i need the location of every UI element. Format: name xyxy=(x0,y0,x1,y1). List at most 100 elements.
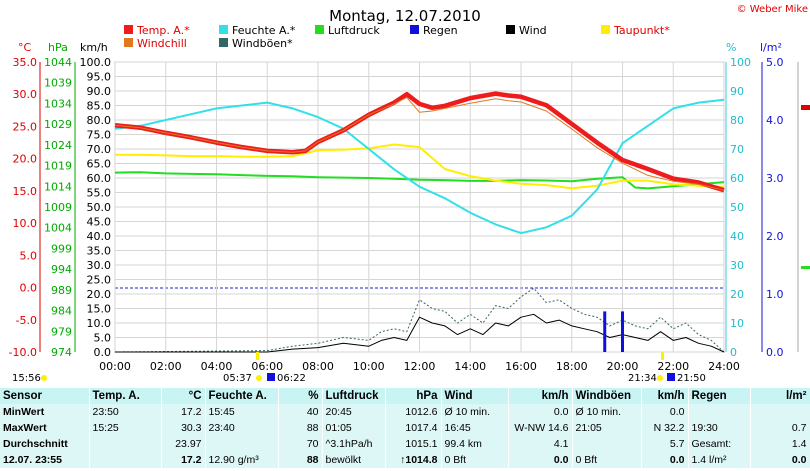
humidity-tick-label: 60 xyxy=(730,172,744,185)
temp-tick-label: 25.0 xyxy=(13,120,38,133)
stats-cell: 15:45 xyxy=(205,404,279,420)
stats-header-cell: km/h xyxy=(508,388,573,404)
legend-swatch xyxy=(124,38,133,47)
humidity-tick-label: 30 xyxy=(730,259,744,272)
humidity-tick-label: 10 xyxy=(730,317,744,330)
stats-cell: 0.0 xyxy=(508,404,573,420)
sunrise-icon xyxy=(256,375,262,381)
x-tick-label: 06:00 xyxy=(251,360,283,373)
temp-tick-label: -10.0 xyxy=(9,346,37,359)
stats-header-cell: Feuchte A. xyxy=(205,388,279,404)
wind-tick-label: 45.0 xyxy=(87,216,112,229)
stats-cell: 23:40 xyxy=(205,420,279,436)
stats-cell: 15:25 xyxy=(89,420,162,436)
moon-icon xyxy=(267,373,275,381)
stats-cell: 1.4 l/m² xyxy=(688,452,751,468)
stats-row-label: 12.07. 23:55 xyxy=(0,452,90,468)
wind-tick-label: 10.0 xyxy=(87,317,112,330)
stats-cell: 88 xyxy=(278,452,323,468)
stats-cell: 17.2 xyxy=(161,452,206,468)
temp-tick-label: 10.0 xyxy=(13,217,38,230)
wind-tick-label: 20.0 xyxy=(87,288,112,301)
rain-tick-label: 0.0 xyxy=(766,346,784,359)
x-tick-label: 02:00 xyxy=(150,360,182,373)
x-tick-label: 00:00 xyxy=(99,360,131,373)
stats-cell: 70 xyxy=(278,436,323,452)
stats-cell xyxy=(89,452,162,468)
series-lines xyxy=(114,91,725,353)
wind-tick-label: 85.0 xyxy=(87,100,112,113)
stats-cell: 4.1 xyxy=(508,436,573,452)
stats-cell: 0.0 xyxy=(508,452,573,468)
stats-header-cell: Sensor xyxy=(0,388,90,404)
x-tick-label: 12:00 xyxy=(404,360,436,373)
weather-chart: Montag, 12.07.2010 © Weber Mike °C hPa k… xyxy=(9,4,810,384)
legend-label: Taupunkt* xyxy=(613,24,670,37)
stats-cell: ^3.1hPa/h xyxy=(322,436,386,452)
stats-row: Durchschnitt 23.97 70 ^3.1hPa/h 1015.1 99.4 k… xyxy=(0,436,810,452)
rain-unit: l/m² xyxy=(760,41,782,54)
wind-tick-label: 90.0 xyxy=(87,85,112,98)
axis-labels: 35.030.025.020.015.010.05.00.0-5.0-10.01… xyxy=(9,56,784,373)
event-time-left: 15:56 xyxy=(12,373,41,384)
stats-cell: 0.7 xyxy=(750,420,810,436)
credit-label: © Weber Mike xyxy=(737,4,808,15)
legend-label: Feuchte A.* xyxy=(232,24,296,37)
wind-unit: km/h xyxy=(80,41,108,54)
stats-cell: N 32.2 xyxy=(641,420,689,436)
stats-cell: 12.90 g/m³ xyxy=(205,452,279,468)
stats-cell: 5.7 xyxy=(641,436,689,452)
stats-header-cell: °C xyxy=(161,388,206,404)
stats-cell: bewölkt xyxy=(322,452,386,468)
chart-title: Montag, 12.07.2010 xyxy=(329,7,481,25)
stats-header-cell: Wind xyxy=(441,388,509,404)
x-tick-label: 16:00 xyxy=(505,360,537,373)
wind-tick-label: 35.0 xyxy=(87,245,112,258)
sun-icon xyxy=(41,375,47,381)
wind-tick-label: 60.0 xyxy=(87,172,112,185)
stats-header-cell: Temp. A. xyxy=(89,388,162,404)
stats-cell: 0.0 xyxy=(641,452,689,468)
wind-tick-label: 80.0 xyxy=(87,114,112,127)
legend-label: Windchill xyxy=(137,37,187,50)
legend-swatch xyxy=(219,38,228,47)
series-line-taupunkt xyxy=(115,143,725,190)
legend-label: Temp. A.* xyxy=(136,24,190,37)
wind-tick-label: 100.0 xyxy=(80,56,112,69)
wind-tick-label: 70.0 xyxy=(87,143,112,156)
stats-cell: 0.0 xyxy=(641,404,689,420)
moonrise-time: 21:34 xyxy=(628,373,657,384)
legend-label: Windböen* xyxy=(232,37,293,50)
temp-tick-label: 0.0 xyxy=(20,282,38,295)
stats-cell: 01:05 xyxy=(322,420,386,436)
humidity-tick-label: 80 xyxy=(730,114,744,127)
stats-cell: 1015.1 xyxy=(385,436,442,452)
stats-cell: W-NW 14.6 xyxy=(508,420,573,436)
wind-tick-label: 50.0 xyxy=(87,201,112,214)
stats-cell: 30.3 xyxy=(161,420,206,436)
stats-cell: 0.0 xyxy=(750,452,810,468)
legend-label: Regen xyxy=(423,24,458,37)
stats-row: MaxWert 15:25 30.3 23:40 88 01:05 1017.4 16:45 W… xyxy=(0,420,810,436)
stats-cell xyxy=(572,436,642,452)
temp-tick-label: 15.0 xyxy=(13,185,38,198)
series-line-luftdruck xyxy=(114,171,725,190)
wind-tick-label: 65.0 xyxy=(87,158,112,171)
rain-bar xyxy=(621,311,624,352)
pressure-tick-label: 1024 xyxy=(44,139,72,152)
cropped-next-panel xyxy=(797,62,810,352)
stats-cell: 19:30 xyxy=(688,420,751,436)
sunset-marker xyxy=(661,352,664,360)
series-line-windchill xyxy=(114,96,725,191)
stats-cell xyxy=(750,404,810,420)
legend-swatch xyxy=(601,25,610,34)
x-tick-label: 20:00 xyxy=(607,360,639,373)
wind-tick-label: 0.0 xyxy=(94,346,112,359)
stats-cell: 21:05 xyxy=(572,420,642,436)
stats-cell xyxy=(89,436,162,452)
wind-tick-label: 25.0 xyxy=(87,274,112,287)
stats-header-cell: km/h xyxy=(641,388,689,404)
temp-unit: °C xyxy=(18,41,32,54)
series-line-windb-en xyxy=(114,287,725,353)
stats-row-label: MaxWert xyxy=(0,420,90,436)
